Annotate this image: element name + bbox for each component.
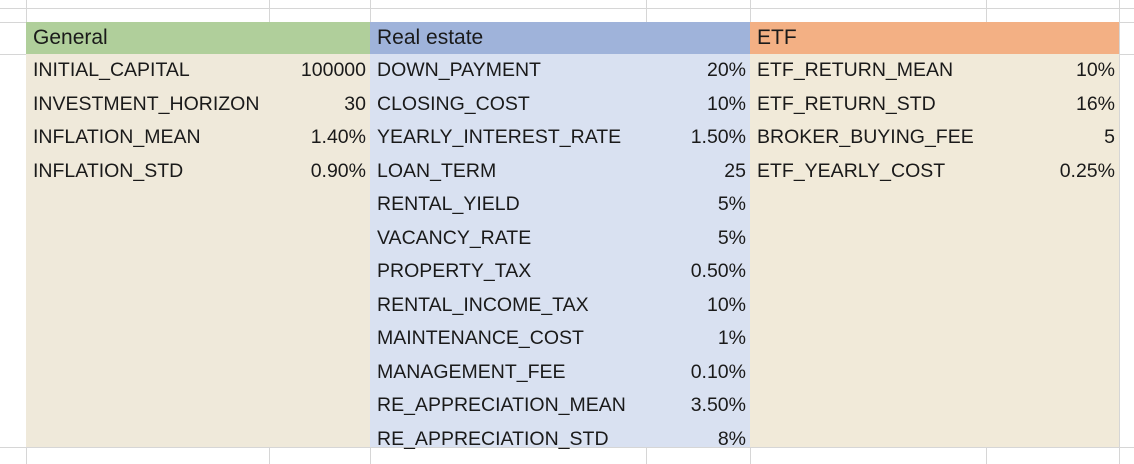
realestate-param-name-cell[interactable]: MANAGEMENT_FEE xyxy=(377,360,566,383)
realestate-param-value-cell[interactable]: 20% xyxy=(706,59,746,81)
etf-header[interactable]: ETF xyxy=(750,22,1119,54)
realestate-param-name-cell[interactable]: CLOSING_COST xyxy=(377,92,530,115)
realestate-param-name-cell[interactable]: RE_APPRECIATION_MEAN xyxy=(377,394,626,416)
general-header[interactable]: General xyxy=(26,22,370,54)
realestate-row: MAINTENANCE_COST 1% xyxy=(370,322,750,356)
realestate-param-value-cell[interactable]: 5% xyxy=(717,226,746,249)
realestate-param-name-cell[interactable]: RENTAL_YIELD xyxy=(377,193,520,215)
realestate-param-value-cell[interactable]: 0.10% xyxy=(690,360,746,383)
real-estate-rows: DOWN_PAYMENT 20% CLOSING_COST 10% YEARLY_INT… xyxy=(370,54,750,456)
realestate-param-value-cell[interactable]: 10% xyxy=(706,92,746,115)
realestate-param-name-cell[interactable]: VACANCY_RATE xyxy=(377,226,532,249)
etf-param-value-cell[interactable]: 5 xyxy=(1104,126,1115,148)
realestate-param-name-cell[interactable]: YEARLY_INTEREST_RATE xyxy=(377,126,622,148)
realestate-row: PROPERTY_TAX 0.50% xyxy=(370,255,750,289)
general-section: General INITIAL_CAPITAL 100000 INVESTMENT_… xyxy=(26,22,370,195)
realestate-param-value-cell[interactable]: 5% xyxy=(717,193,746,215)
realestate-param-value-cell[interactable]: 25 xyxy=(724,159,746,182)
realestate-param-value-cell[interactable]: 0.50% xyxy=(690,260,746,282)
grid-column-line xyxy=(1119,0,1120,464)
etf-rows: ETF_RETURN_MEAN 10% ETF_RETURN_STD 16% BROKE… xyxy=(750,54,1119,188)
realestate-param-name-cell[interactable]: PROPERTY_TAX xyxy=(377,260,532,282)
general-param-name-cell[interactable]: INFLATION_STD xyxy=(33,159,184,182)
etf-row: ETF_RETURN_STD 16% xyxy=(750,88,1119,122)
etf-row: ETF_RETURN_MEAN 10% xyxy=(750,54,1119,88)
realestate-row: VACANCY_RATE 5% xyxy=(370,222,750,256)
realestate-param-value-cell[interactable]: 1% xyxy=(717,327,746,349)
realestate-row: RENTAL_YIELD 5% xyxy=(370,188,750,222)
realestate-row: RE_APPRECIATION_MEAN 3.50% xyxy=(370,389,750,423)
real-estate-header[interactable]: Real estate xyxy=(370,22,750,54)
general-param-value-cell[interactable]: 30 xyxy=(344,92,366,115)
etf-row: BROKER_BUYING_FEE 5 xyxy=(750,121,1119,155)
general-param-value-cell[interactable]: 0.90% xyxy=(310,159,366,182)
realestate-row: RE_APPRECIATION_STD 8% xyxy=(370,423,750,457)
realestate-param-name-cell[interactable]: RENTAL_INCOME_TAX xyxy=(377,293,589,316)
general-empty-cells[interactable] xyxy=(26,195,370,447)
realestate-param-value-cell[interactable]: 1.50% xyxy=(690,126,746,148)
realestate-row: DOWN_PAYMENT 20% xyxy=(370,54,750,88)
etf-param-name-cell[interactable]: ETF_RETURN_STD xyxy=(757,92,936,115)
realestate-param-name-cell[interactable]: MAINTENANCE_COST xyxy=(377,327,584,349)
realestate-param-name-cell[interactable]: RE_APPRECIATION_STD xyxy=(377,427,609,450)
etf-param-name-cell[interactable]: BROKER_BUYING_FEE xyxy=(757,126,974,148)
realestate-param-value-cell[interactable]: 8% xyxy=(717,427,746,450)
realestate-param-value-cell[interactable]: 3.50% xyxy=(690,394,746,416)
realestate-param-value-cell[interactable]: 10% xyxy=(706,293,746,316)
general-row: INFLATION_MEAN 1.40% xyxy=(26,121,370,155)
etf-param-name-cell[interactable]: ETF_RETURN_MEAN xyxy=(757,59,954,81)
realestate-row: LOAN_TERM 25 xyxy=(370,155,750,189)
etf-param-value-cell[interactable]: 16% xyxy=(1075,92,1115,115)
realestate-param-name-cell[interactable]: DOWN_PAYMENT xyxy=(377,59,541,81)
general-param-value-cell[interactable]: 100000 xyxy=(300,59,366,81)
realestate-row: YEARLY_INTEREST_RATE 1.50% xyxy=(370,121,750,155)
realestate-row: RENTAL_INCOME_TAX 10% xyxy=(370,289,750,323)
realestate-row: CLOSING_COST 10% xyxy=(370,88,750,122)
general-rows: INITIAL_CAPITAL 100000 INVESTMENT_HORIZON 3… xyxy=(26,54,370,188)
real-estate-section: Real estate DOWN_PAYMENT 20% CLOSING_COST 1… xyxy=(370,22,750,450)
general-row: INITIAL_CAPITAL 100000 xyxy=(26,54,370,88)
general-row: INFLATION_STD 0.90% xyxy=(26,155,370,189)
general-param-value-cell[interactable]: 1.40% xyxy=(310,126,366,148)
general-param-name-cell[interactable]: INFLATION_MEAN xyxy=(33,126,201,148)
etf-row: ETF_YEARLY_COST 0.25% xyxy=(750,155,1119,189)
grid-row-line xyxy=(0,447,1134,448)
general-param-name-cell[interactable]: INVESTMENT_HORIZON xyxy=(33,92,260,115)
realestate-param-name-cell[interactable]: LOAN_TERM xyxy=(377,159,497,182)
general-row: INVESTMENT_HORIZON 30 xyxy=(26,88,370,122)
general-param-name-cell[interactable]: INITIAL_CAPITAL xyxy=(33,59,190,81)
etf-param-value-cell[interactable]: 0.25% xyxy=(1059,159,1115,182)
realestate-row: MANAGEMENT_FEE 0.10% xyxy=(370,356,750,390)
grid-row-line xyxy=(0,8,1134,9)
etf-param-name-cell[interactable]: ETF_YEARLY_COST xyxy=(757,159,946,182)
etf-param-value-cell[interactable]: 10% xyxy=(1075,59,1115,81)
etf-section: ETF ETF_RETURN_MEAN 10% ETF_RETURN_STD 16% B… xyxy=(750,22,1119,447)
